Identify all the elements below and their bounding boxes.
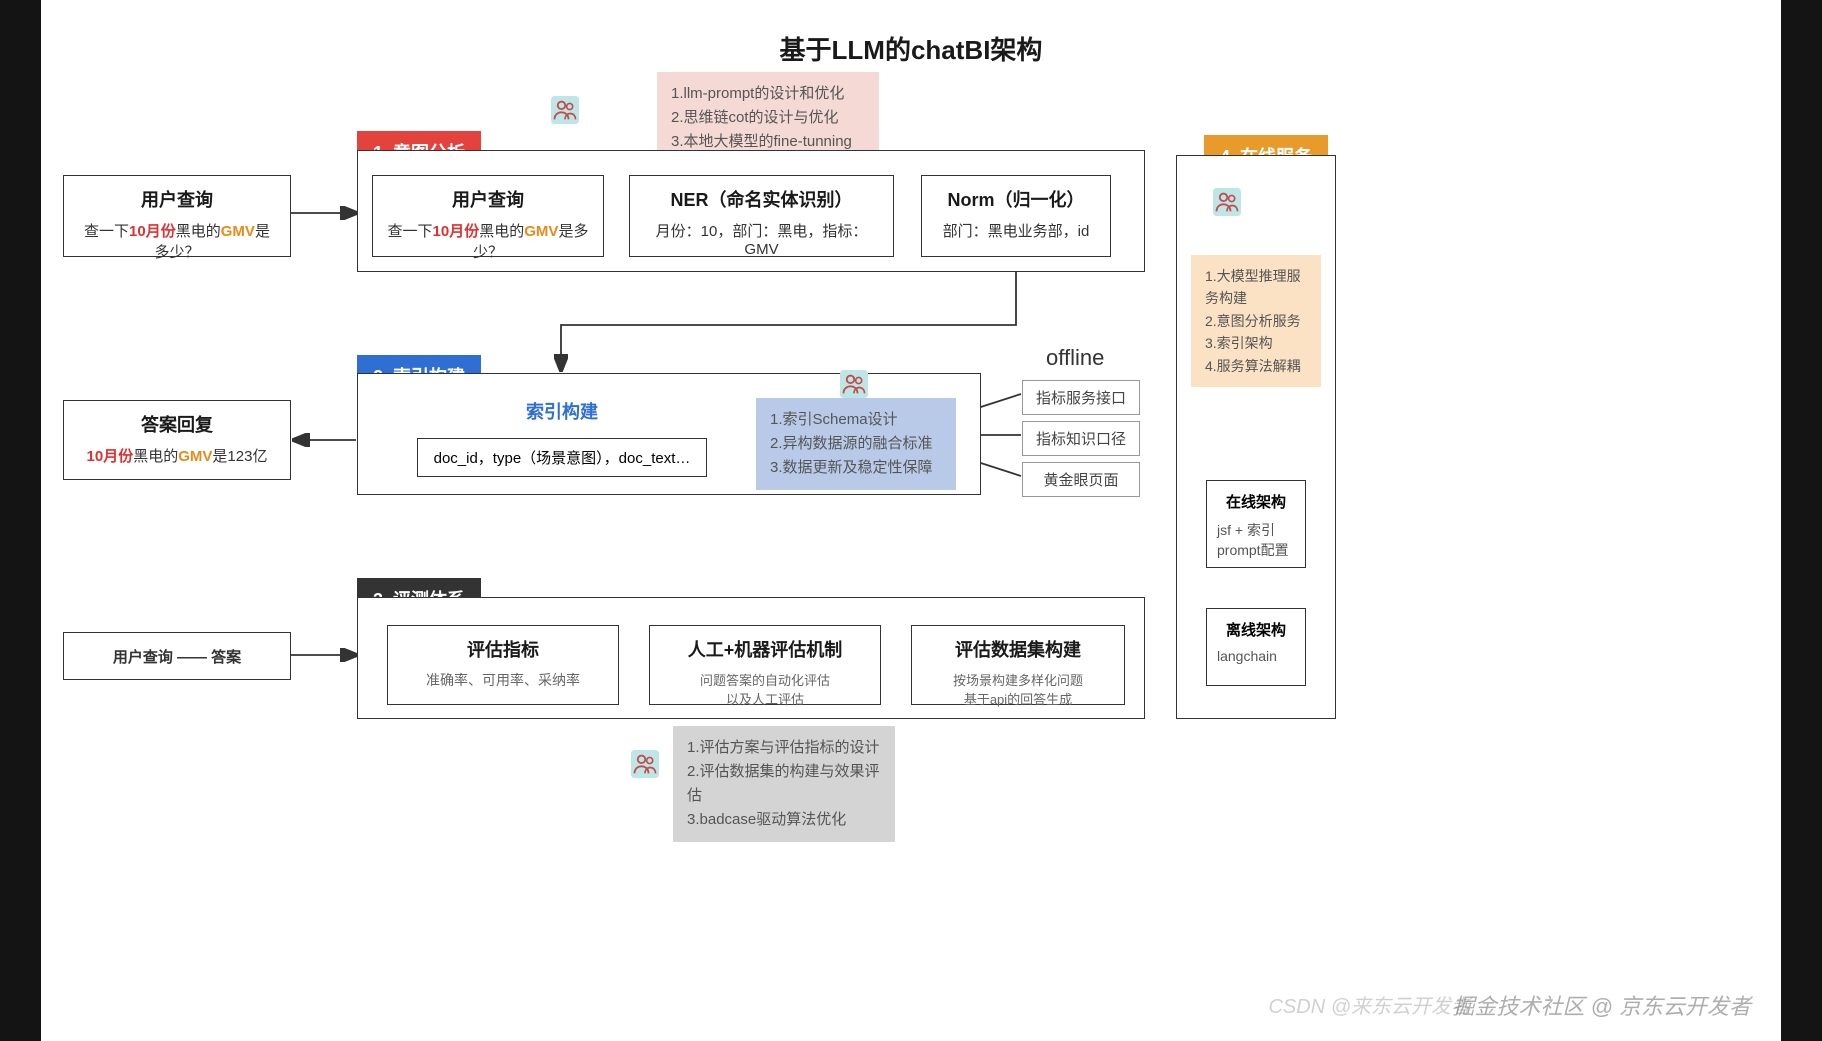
- stage1-user-query-box: 用户查询 查一下10月份黑电的GMV是多少？: [372, 175, 604, 257]
- eval-data-sub1: 按场景构建多样化问题: [926, 670, 1110, 689]
- eval-mech-sub2: 以及人工评估: [664, 689, 866, 708]
- online-arch-sub: jsf + 索引prompt配置: [1217, 520, 1295, 560]
- ner-title: NER（命名实体识别）: [644, 186, 879, 212]
- stage1-uq-title: 用户查询: [387, 186, 589, 212]
- stage1-uq-text: 查一下10月份黑电的GMV是多少？: [387, 220, 589, 262]
- person-icon: [631, 750, 659, 778]
- watermark-juejin: 掘金技术社区 @ 京东云开发者: [1452, 989, 1751, 1021]
- norm-sub: 部门：黑电业务部，id: [936, 220, 1096, 241]
- diagram-canvas: 基于LLM的chatBI架构 用户查询 查一下10月份黑电的GMV是多少？ 答: [41, 0, 1781, 1041]
- offline-label: offline: [1046, 345, 1104, 371]
- answer-text: 10月份黑电的GMV是123亿: [78, 445, 276, 466]
- answer-title: 答案回复: [78, 411, 276, 437]
- person-icon: [551, 96, 579, 124]
- eval-data-sub2: 基于api的回答生成: [926, 689, 1110, 708]
- bottom-left-box: 用户查询 —— 答案: [63, 632, 291, 680]
- bottom-left-text: 用户查询 —— 答案: [113, 646, 241, 667]
- watermark-csdn: CSDN @来东云开发者: [1268, 990, 1471, 1019]
- offline-arch-sub: langchain: [1217, 648, 1295, 664]
- stage4-note: 1.大模型推理服务构建 2.意图分析服务 3.索引架构 4.服务算法解耦: [1191, 255, 1321, 387]
- eval-metric-title: 评估指标: [402, 636, 604, 662]
- offline-arch-box: 离线架构 langchain: [1206, 608, 1306, 686]
- offline-box-3: 黄金眼页面: [1022, 462, 1140, 497]
- left-user-query-box: 用户查询 查一下10月份黑电的GMV是多少？: [63, 175, 291, 257]
- left-user-query-title: 用户查询: [78, 186, 276, 212]
- eval-data-title: 评估数据集构建: [926, 636, 1110, 662]
- offline-box-1: 指标服务接口: [1022, 380, 1140, 415]
- page-title: 基于LLM的chatBI架构: [41, 30, 1781, 67]
- left-user-query-text: 查一下10月份黑电的GMV是多少？: [78, 220, 276, 262]
- eval-mech-sub1: 问题答案的自动化评估: [664, 670, 866, 689]
- offline-arch-title: 离线架构: [1217, 619, 1295, 640]
- offline-box-2: 指标知识口径: [1022, 421, 1140, 456]
- eval-metric-box: 评估指标 准确率、可用率、采纳率: [387, 625, 619, 705]
- stage3-note: 1.评估方案与评估指标的设计 2.评估数据集的构建与效果评估 3.badcase…: [673, 726, 895, 842]
- stage2-note: 1.索引Schema设计 2.异构数据源的融合标准 3.数据更新及稳定性保障: [756, 398, 956, 490]
- eval-metric-sub: 准确率、可用率、采纳率: [402, 670, 604, 690]
- norm-title: Norm（归一化）: [936, 186, 1096, 212]
- ner-box: NER（命名实体识别） 月份：10，部门：黑电，指标：GMV: [629, 175, 894, 257]
- person-icon: [840, 370, 868, 398]
- norm-box: Norm（归一化） 部门：黑电业务部，id: [921, 175, 1111, 257]
- eval-data-box: 评估数据集构建 按场景构建多样化问题 基于api的回答生成: [911, 625, 1125, 705]
- ner-sub: 月份：10，部门：黑电，指标：GMV: [644, 220, 879, 258]
- person-icon: [1213, 188, 1241, 216]
- online-arch-title: 在线架构: [1217, 491, 1295, 512]
- online-arch-box: 在线架构 jsf + 索引prompt配置: [1206, 480, 1306, 568]
- eval-mech-box: 人工+机器评估机制 问题答案的自动化评估 以及人工评估: [649, 625, 881, 705]
- index-build-box: 索引构建 doc_id，type（场景意图），doc_text…: [381, 388, 743, 484]
- index-build-sub: doc_id，type（场景意图），doc_text…: [417, 438, 708, 477]
- index-build-title: 索引构建: [395, 398, 729, 424]
- answer-box: 答案回复 10月份黑电的GMV是123亿: [63, 400, 291, 480]
- eval-mech-title: 人工+机器评估机制: [664, 636, 866, 662]
